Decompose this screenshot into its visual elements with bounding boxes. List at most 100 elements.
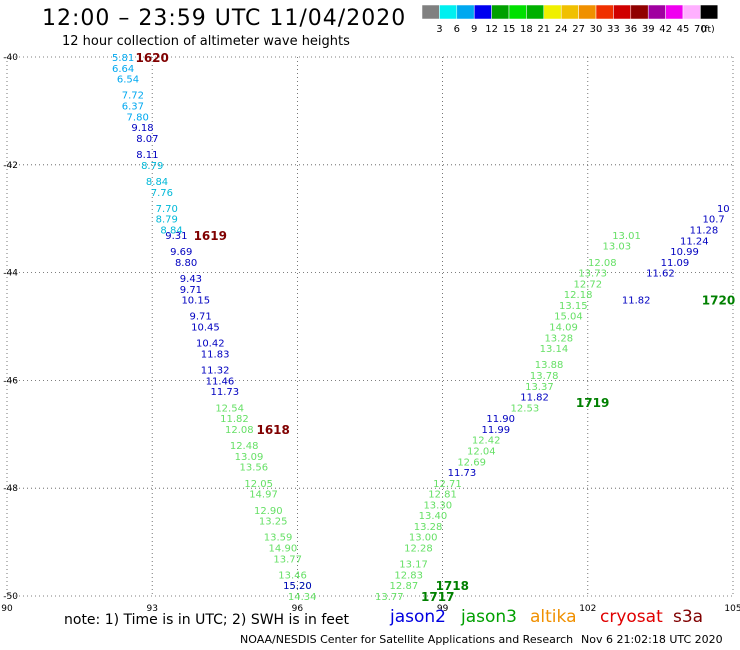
wave-height-point: 14.97 <box>249 490 278 501</box>
wave-height-point: 11.82 <box>520 393 549 404</box>
wave-height-point: 8.84 <box>146 177 168 188</box>
colorbar-swatch <box>700 5 719 20</box>
wave-height-point: 13.28 <box>414 522 443 533</box>
y-tick-label: -42 <box>3 161 18 171</box>
wave-height-point: 11.73 <box>448 468 477 479</box>
colorbar-label: 3 <box>436 24 442 35</box>
wave-height-point: 6.64 <box>112 64 134 75</box>
pass-time-label: 1719 <box>576 396 609 410</box>
y-tick-label: -50 <box>3 592 18 602</box>
x-tick-label: 105 <box>724 604 740 614</box>
colorbar-label: 6 <box>454 24 460 35</box>
pass-time-label: 1620 <box>135 51 168 65</box>
chart-title: 12:00 – 23:59 UTC 11/04/2020 <box>42 6 407 31</box>
legend-cryosat: cryosat <box>600 607 663 627</box>
footer-timestamp: Nov 6 21:02:18 UTC 2020 <box>581 633 723 646</box>
wave-height-point: 10.99 <box>670 247 699 258</box>
wave-height-point: 12.05 <box>244 479 273 490</box>
pass-time-label: 1717 <box>421 590 454 604</box>
wave-height-point: 14.90 <box>269 543 298 554</box>
wave-height-point: 13.00 <box>409 533 438 544</box>
wave-height-point: 13.78 <box>530 371 559 382</box>
wave-height-point: 11.62 <box>646 269 675 280</box>
wave-height-point: 9.69 <box>170 247 192 258</box>
wave-height-point: 10.7 <box>703 215 725 226</box>
colorbar-label: 45 <box>677 24 690 35</box>
wave-height-point: 13.37 <box>525 382 554 393</box>
wave-height-point: 13.77 <box>375 592 404 603</box>
wave-height-point: 12.42 <box>472 436 501 447</box>
wave-height-point: 13.30 <box>423 500 452 511</box>
colorbar-label: 27 <box>572 24 585 35</box>
colorbar-label: 36 <box>624 24 637 35</box>
wave-height-point: 10 <box>717 204 730 215</box>
colorbar-label: 15 <box>503 24 516 35</box>
wave-height-point: 12.72 <box>573 279 602 290</box>
wave-height-point: 7.76 <box>151 188 173 199</box>
wave-height-point: 6.37 <box>122 102 144 113</box>
wave-height-point: 13.15 <box>559 301 588 312</box>
colorbar-label: 21 <box>537 24 550 35</box>
y-tick-label: -46 <box>3 376 18 386</box>
wave-height-point: 10.45 <box>191 323 220 334</box>
wave-height-point: 14.34 <box>288 592 317 603</box>
wave-height-point: 11.32 <box>201 366 230 377</box>
y-tick-label: -40 <box>3 53 18 63</box>
x-tick-label: 99 <box>437 604 449 614</box>
wave-height-point: 5.81 <box>112 53 134 64</box>
wave-height-point: 9.71 <box>180 285 202 296</box>
wave-height-point: 8.80 <box>175 258 197 269</box>
wave-height-point: 13.77 <box>273 554 302 565</box>
wave-height-point: 12.90 <box>254 506 283 517</box>
wave-height-point: 11.82 <box>622 296 651 307</box>
wave-height-point: 9.31 <box>165 231 187 242</box>
x-tick-label: 93 <box>146 604 157 614</box>
wave-height-point: 12.71 <box>433 479 462 490</box>
wave-height-point: 14.09 <box>549 323 578 334</box>
wave-height-point: 13.09 <box>235 452 264 463</box>
x-tick-label: 90 <box>1 604 13 614</box>
wave-height-point: 6.54 <box>117 75 139 86</box>
colorbar-label: 18 <box>520 24 533 35</box>
wave-height-point: 13.01 <box>612 231 641 242</box>
wave-height-point: 12.69 <box>457 457 486 468</box>
wave-height-point: 13.14 <box>540 344 569 355</box>
wave-height-point: 8.79 <box>156 215 178 226</box>
chart-subtitle: 12 hour collection of altimeter wave hei… <box>62 34 350 49</box>
wave-height-point: 11.73 <box>210 387 239 398</box>
wave-height-point: 12.04 <box>467 446 496 457</box>
wave-height-point: 12.53 <box>511 403 540 414</box>
y-tick-label: -48 <box>3 484 18 494</box>
wave-height-point: 11.83 <box>201 349 230 360</box>
wave-height-point: 12.48 <box>230 441 259 452</box>
wave-height-point: 13.56 <box>240 463 269 474</box>
wave-height-point: 13.46 <box>278 570 307 581</box>
legend-jason2: jason2 <box>390 607 446 627</box>
colorbar-label: 12 <box>485 24 498 35</box>
wave-height-point: 11.46 <box>206 376 235 387</box>
legend-jason3: jason3 <box>461 607 517 627</box>
colorbar-legend: 3 6 9 12 15 18 21 24 27 30 33 36 39 42 45 70(ft) <box>422 5 719 35</box>
wave-height-point: 13.25 <box>259 517 288 528</box>
wave-height-point: 12.81 <box>428 490 457 501</box>
wave-height-point: 9.18 <box>131 123 153 134</box>
wave-height-point: 7.70 <box>156 204 178 215</box>
wave-height-point: 11.09 <box>661 258 690 269</box>
wave-height-point: 9.71 <box>189 312 211 323</box>
wave-height-point: 13.73 <box>578 269 607 280</box>
wave-height-point: 12.87 <box>390 581 419 592</box>
wave-height-point: 12.18 <box>564 290 593 301</box>
x-tick-label: 96 <box>292 604 304 614</box>
pass-time-label: 1718 <box>436 579 469 593</box>
wave-height-point: 8.79 <box>141 161 163 172</box>
wave-height-point: 13.88 <box>535 360 564 371</box>
y-tick-label: -44 <box>3 269 18 279</box>
wave-height-point: 12.08 <box>588 258 617 269</box>
wave-height-point: 13.03 <box>603 242 632 253</box>
wave-height-point: 8.84 <box>160 225 182 236</box>
colorbar-label: 30 <box>590 24 603 35</box>
wave-height-point: 11.28 <box>690 225 719 236</box>
wave-height-point: 12.54 <box>215 403 244 414</box>
wave-height-point: 12.08 <box>225 425 254 436</box>
wave-height-point: 10.42 <box>196 339 225 350</box>
